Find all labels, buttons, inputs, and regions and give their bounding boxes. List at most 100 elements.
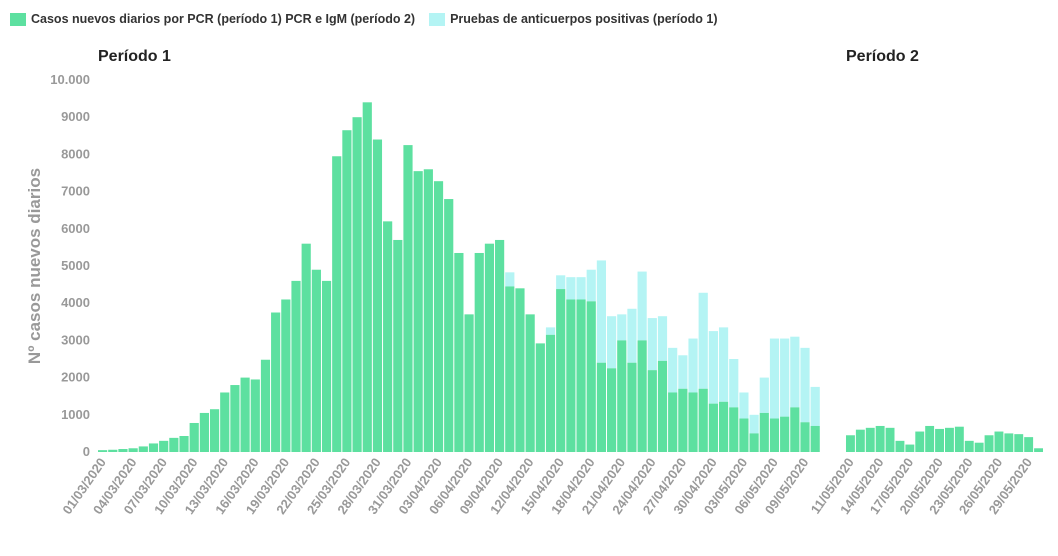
bar-pcr-p1: [342, 130, 352, 452]
bar-pcr-p1: [627, 362, 637, 452]
bar-pcr-p1: [790, 407, 800, 452]
legend-label-antibody: Pruebas de anticuerpos positivas (períod…: [450, 12, 718, 26]
bar-antibody-p1: [617, 314, 627, 341]
bar-pcr-p1: [729, 407, 739, 452]
bar-pcr-p2: [905, 444, 915, 452]
bar-pcr-p2: [885, 427, 895, 452]
bar-pcr-p2: [994, 431, 1004, 452]
bar-antibody-p1: [627, 308, 637, 363]
bar-pcr-p1: [678, 388, 688, 452]
bar-pcr-p1: [576, 299, 586, 452]
bar-pcr-p1: [759, 412, 769, 452]
bar-antibody-p1: [678, 355, 688, 389]
bar-antibody-p1: [596, 260, 606, 363]
y-tick-label: 6000: [61, 221, 90, 236]
bar-pcr-p2: [855, 429, 865, 452]
bar-pcr-p2: [954, 426, 964, 452]
bar-pcr-p2: [1024, 437, 1034, 452]
bar-pcr-p1: [525, 314, 535, 452]
bar-pcr-p1: [230, 385, 240, 452]
bar-pcr-p1: [718, 401, 729, 452]
bar-pcr-p1: [332, 156, 342, 452]
bar-pcr-p1: [352, 117, 362, 452]
bar-pcr-p1: [607, 368, 617, 452]
legend-swatch-pcr: [10, 12, 26, 26]
bar-pcr-p1: [311, 269, 321, 452]
bar-pcr-p1: [484, 243, 495, 452]
bar-pcr-p2: [984, 435, 994, 452]
y-tick-label: 4000: [61, 295, 90, 310]
bar-pcr-p1: [321, 280, 332, 452]
bar-antibody-p1: [545, 327, 556, 335]
bar-pcr-p1: [393, 239, 403, 452]
legend: Casos nuevos diarios por PCR (período 1)…: [10, 12, 732, 26]
bar-pcr-p2: [1034, 448, 1043, 452]
period-2-title: Período 2: [846, 48, 919, 65]
bar-pcr-p2: [915, 431, 925, 452]
bar-antibody-p1: [759, 377, 769, 413]
bar-pcr-p1: [169, 437, 179, 452]
bar-antibody-p1: [505, 272, 515, 287]
bar-pcr-p1: [739, 418, 749, 452]
bar-antibody-p1: [647, 318, 657, 371]
bar-pcr-p2: [964, 440, 974, 452]
bar-pcr-p1: [403, 145, 413, 452]
bar-antibody-p1: [556, 275, 566, 290]
bar-pcr-p2: [974, 442, 984, 452]
bar-pcr-p1: [698, 388, 708, 452]
bar-pcr-p1: [810, 425, 820, 452]
bar-pcr-p1: [159, 440, 169, 452]
bar-pcr-p2: [925, 425, 935, 452]
bar-pcr-p1: [128, 448, 138, 452]
bar-pcr-p1: [444, 199, 454, 452]
bar-pcr-p2: [875, 425, 885, 452]
bar-pcr-p1: [413, 171, 423, 452]
legend-item-pcr[interactable]: Casos nuevos diarios por PCR (período 1)…: [10, 12, 415, 26]
bar-antibody-p1: [708, 331, 718, 404]
y-tick-label: 10.000: [50, 72, 90, 87]
bar-pcr-p2: [846, 435, 855, 452]
bar-pcr-p1: [495, 239, 505, 452]
y-axis-label: Nº casos nuevos diarios: [25, 168, 44, 364]
bar-pcr-p1: [423, 169, 433, 452]
bar-pcr-p1: [271, 312, 281, 452]
bar-antibody-p1: [576, 277, 586, 300]
bar-pcr-p1: [98, 450, 108, 452]
bar-pcr-p1: [179, 436, 189, 452]
legend-item-antibody[interactable]: Pruebas de anticuerpos positivas (períod…: [429, 12, 718, 26]
y-tick-label: 5000: [61, 258, 90, 273]
bar-pcr-p1: [647, 370, 657, 452]
y-tick-label: 2000: [61, 370, 90, 385]
bar-pcr-p2: [935, 428, 944, 452]
bar-antibody-p1: [718, 327, 729, 402]
bar-antibody-p1: [657, 316, 668, 361]
bar-pcr-p1: [637, 340, 647, 452]
bar-antibody-p1: [586, 269, 596, 302]
bar-pcr-p2: [895, 440, 905, 452]
bar-pcr-p1: [250, 379, 260, 452]
bar-pcr-p1: [566, 299, 576, 452]
bar-pcr-p1: [291, 280, 301, 452]
y-tick-label: 7000: [61, 184, 90, 199]
bar-pcr-p1: [535, 343, 545, 452]
bar-pcr-p2: [1014, 434, 1024, 452]
bar-pcr-p1: [688, 392, 698, 452]
bar-pcr-p1: [362, 102, 372, 452]
bar-pcr-p1: [118, 449, 128, 452]
bar-pcr-p2: [1004, 433, 1014, 452]
bar-pcr-p1: [556, 289, 566, 452]
bar-pcr-p1: [596, 362, 606, 452]
legend-label-pcr: Casos nuevos diarios por PCR (período 1)…: [31, 12, 416, 26]
y-tick-label: 8000: [61, 146, 90, 161]
y-tick-label: 0: [83, 444, 90, 459]
bar-pcr-p1: [464, 314, 474, 452]
bar-pcr-p1: [372, 139, 383, 452]
bar-antibody-p1: [668, 347, 678, 393]
bar-pcr-p1: [240, 377, 250, 452]
bar-pcr-p1: [586, 301, 596, 452]
bar-pcr-p1: [220, 392, 230, 452]
bar-pcr-p1: [617, 340, 627, 452]
bar-antibody-p1: [810, 386, 820, 426]
bar-pcr-p1: [545, 334, 556, 452]
